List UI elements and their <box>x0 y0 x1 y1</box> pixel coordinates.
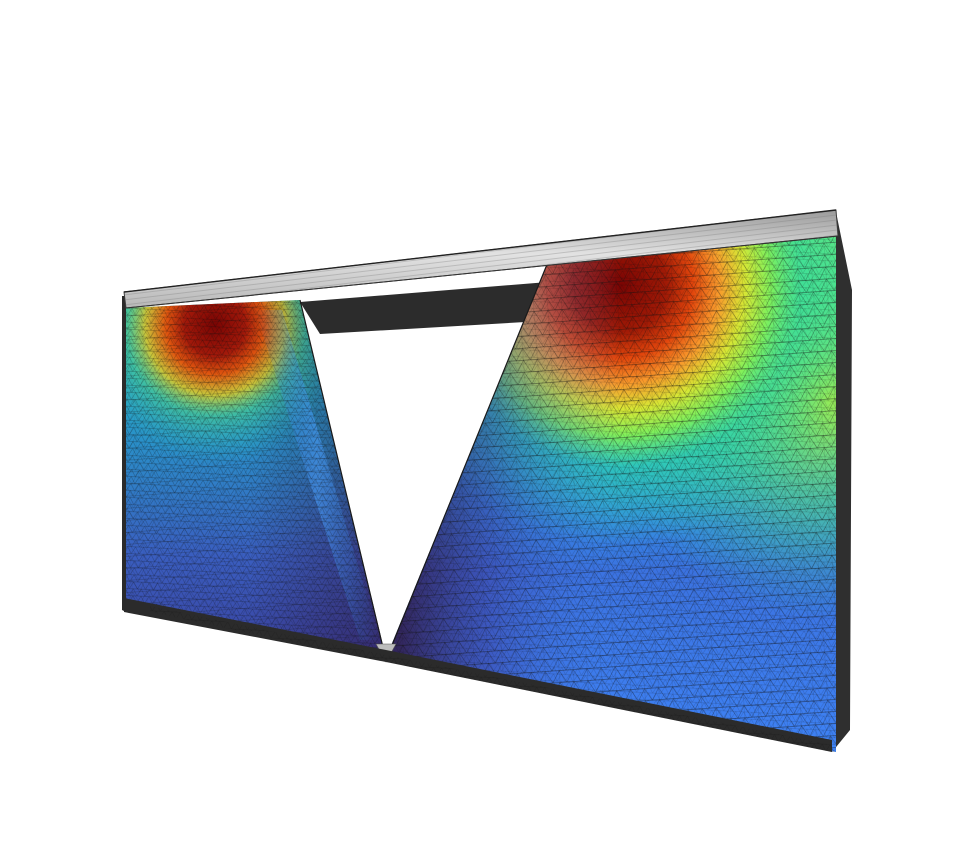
left-edge <box>122 296 126 612</box>
right-side-face <box>832 212 852 752</box>
back-panel <box>300 282 560 334</box>
